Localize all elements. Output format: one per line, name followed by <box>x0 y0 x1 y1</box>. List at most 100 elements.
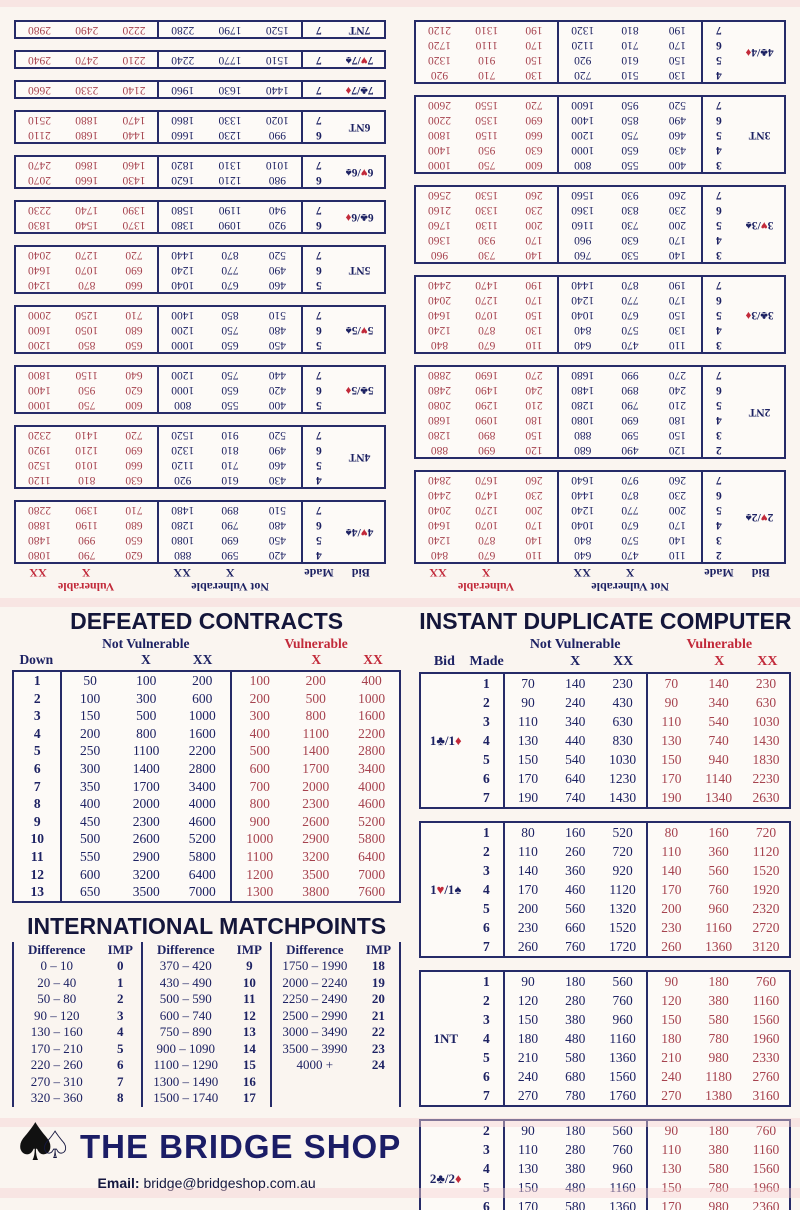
defeated-row: 7 350 1700 3400 700 2000 4000 <box>13 777 400 796</box>
made-cell: 6 <box>301 517 336 532</box>
v-score-cell: 1960 <box>752 1180 780 1195</box>
bid-cell: 1♣/1♦ <box>420 673 470 808</box>
imp-value-cell: 4 <box>99 1024 144 1041</box>
v-score-cell: 1540 <box>75 219 99 231</box>
nv-score-cell: 350 <box>80 778 101 794</box>
red-suit-icon: ♦ <box>745 46 752 59</box>
nv-score-cell: 680 <box>558 442 607 458</box>
nv-score-cell: 1000 <box>558 142 607 157</box>
not-vulnerable-label: Not Vulnerable <box>191 580 270 594</box>
down-cell: 10 <box>13 830 63 848</box>
v-score-cell: 870 <box>78 279 96 291</box>
made-cell: 5 <box>470 1048 505 1067</box>
not-vulnerable-label: Not Vulnerable <box>591 580 670 594</box>
nv-score-cell: 140 <box>668 534 686 546</box>
nv-score-cell: 950 <box>621 99 639 111</box>
difference-cell: 1750 – 1990 <box>270 958 358 975</box>
nv-score-cell: 240 <box>517 1069 539 1084</box>
bid-text: ♠ <box>345 54 352 66</box>
v-score-cell: 190 <box>525 24 543 36</box>
bid-text: /6 <box>351 166 361 179</box>
bid-text: ♣ <box>436 1170 445 1186</box>
bid-text: /1 <box>444 882 455 897</box>
nv-score-cell: 150 <box>517 1180 539 1195</box>
v-score-cell: 190 <box>525 279 543 291</box>
v-score-cell: 1200 <box>27 339 51 351</box>
nv-score-cell: 670 <box>621 309 639 321</box>
nv-score-cell: 1520 <box>158 426 207 442</box>
bid-text: ♣ <box>360 84 368 96</box>
nv-score-cell: 880 <box>558 427 607 442</box>
difference-cell <box>270 1073 358 1091</box>
nv-score-cell: 1360 <box>599 1048 648 1067</box>
v-score-cell: 190 <box>661 790 682 805</box>
nv-score-cell: 1860 <box>158 111 207 127</box>
score-row: 6 490 850 1400 690 1350 2200 <box>415 112 785 127</box>
nv-score-cell: 640 <box>558 337 607 353</box>
nv-score-cell: 170 <box>668 519 686 531</box>
score-row: 7 260 970 1640 260 1670 2840 <box>415 471 785 487</box>
v-score-cell: 1000 <box>246 831 274 847</box>
v-score-cell: 1400 <box>302 743 330 759</box>
nv-score-cell: 1400 <box>558 112 607 127</box>
v-score-cell: 1270 <box>75 249 99 261</box>
bid-text: 1NT <box>433 1031 458 1046</box>
made-cell: 2 <box>470 991 505 1010</box>
nv-score-cell: 1120 <box>558 37 607 52</box>
v-score-cell: 1110 <box>475 39 498 51</box>
difference-cell: 2000 – 2240 <box>270 974 358 992</box>
nv-score-cell: 730 <box>621 219 639 231</box>
nv-score-cell: 1000 <box>158 337 207 353</box>
v-score-cell: 950 <box>78 384 96 396</box>
defeated-contracts-table: 1 50 100 200 100 200 400 2 100 300 600 200 500 1000 3 1… <box>12 670 402 903</box>
vulnerable-label: Vulnerable <box>686 637 753 652</box>
v-score-cell: 360 <box>708 844 729 859</box>
imp-label: IMP <box>228 941 273 959</box>
v-score-cell: 960 <box>708 901 729 916</box>
nv-score-cell: 100 <box>80 690 101 706</box>
v-score-cell: 2070 <box>27 174 51 186</box>
nv-score-cell: 1040 <box>558 517 607 532</box>
difference-cell: 130 – 160 <box>11 1024 100 1041</box>
made-cell: 5 <box>701 52 736 67</box>
bid-cell: 7♥/7♠ <box>335 51 385 68</box>
v-score-cell: 170 <box>525 294 543 306</box>
v-score-cell: 680 <box>125 519 143 531</box>
v-score-cell: 1490 <box>475 384 499 396</box>
lower-section: DEFEATED CONTRACTS Not Vulnerable Vulnera… <box>0 600 800 1210</box>
bid-text: 3 <box>767 309 774 321</box>
nv-score-cell: 610 <box>621 54 639 66</box>
nv-score-cell: 2600 <box>132 831 160 847</box>
nv-score-cell: 240 <box>565 695 586 710</box>
v-score-cell: 680 <box>125 324 143 336</box>
nv-score-cell: 760 <box>599 1140 648 1159</box>
v-score-cell: 1390 <box>122 204 146 216</box>
nv-score-cell: 750 <box>221 324 239 336</box>
nv-score-cell: 170 <box>517 1199 539 1210</box>
nv-score-cell: 110 <box>668 339 686 351</box>
v-score-cell: 1390 <box>75 504 99 516</box>
made-cell: 4 <box>701 412 736 427</box>
v-score-cell: 2900 <box>302 831 330 847</box>
nv-score-cell: 670 <box>621 519 639 531</box>
nv-score-cell: 540 <box>565 752 586 767</box>
v-score-cell: 110 <box>661 1142 682 1157</box>
nv-score-cell: 1480 <box>158 501 207 517</box>
v-score-cell: 760 <box>708 882 729 897</box>
nv-score-cell: 240 <box>668 384 686 396</box>
bid-text: 1 <box>430 882 437 897</box>
nv-score-cell: 740 <box>565 790 586 805</box>
bid-text: 1 <box>429 733 437 748</box>
v-score-cell: 1270 <box>475 294 499 306</box>
v-score-cell: 1150 <box>475 129 499 141</box>
bid-text: 2NT <box>748 406 771 419</box>
down-cell: 5 <box>13 742 63 760</box>
nv-score-cell: 430 <box>668 144 686 156</box>
made-cell: 5 <box>701 502 736 517</box>
nv-score-cell: 1240 <box>158 262 207 277</box>
made-cell: 3 <box>701 337 736 353</box>
imp-label: IMP <box>357 941 402 959</box>
contract-score-block: 4NT 4 430 610 920 630 810 1120 5 460 710 1120 660 101… <box>14 425 386 489</box>
v-score-cell: 1000 <box>27 399 51 411</box>
defeated-row: 10 500 2600 5200 1000 2900 5800 <box>13 830 400 848</box>
